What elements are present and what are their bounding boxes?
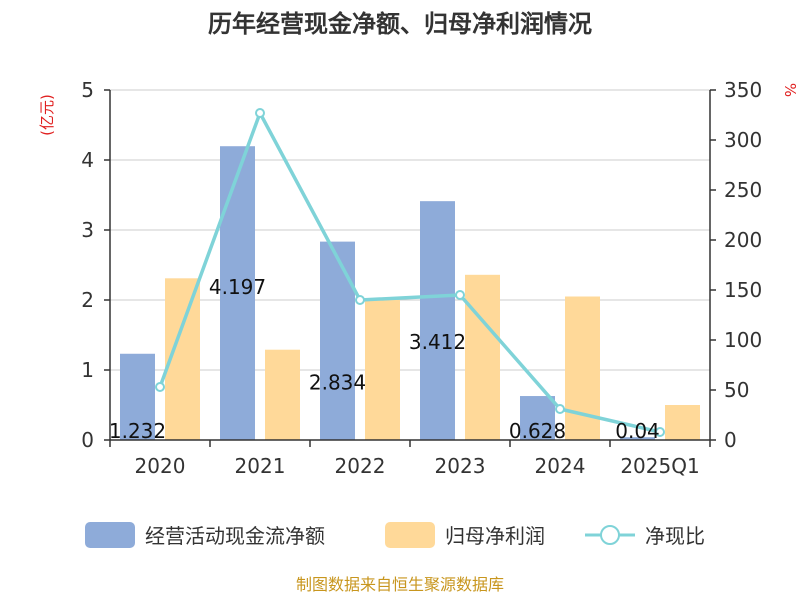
cash-flow-data-label: 0.628 [509, 419, 566, 443]
legend-item-cash-flow[interactable]: 经营活动现金流净额 [85, 522, 325, 548]
legend-swatch [385, 522, 435, 548]
left-tick-label: 5 [81, 78, 94, 102]
bars [120, 146, 700, 440]
right-tick-label: 250 [724, 178, 762, 202]
cash-flow-bar [320, 241, 355, 440]
right-tick-label: 200 [724, 228, 762, 252]
right-tick-label: 350 [724, 78, 762, 102]
right-tick-label: 150 [724, 278, 762, 302]
cash-flow-bar [620, 437, 655, 440]
legend-label: 净现比 [645, 524, 705, 548]
ratio-line [155, 108, 665, 437]
chart-title: 历年经营现金净额、归母净利润情况 [208, 10, 592, 38]
x-tick-label: 2024 [535, 454, 586, 478]
cash-flow-data-label: 1.232 [109, 419, 166, 443]
cash-flow-data-label: 2.834 [309, 371, 366, 395]
legend-item-net-profit[interactable]: 归母净利润 [385, 522, 545, 548]
legend-label: 经营活动现金流净额 [145, 524, 325, 548]
cash-flow-data-label: 3.412 [409, 330, 466, 354]
x-tick-label: 2020 [135, 454, 186, 478]
right-tick-label: 50 [724, 378, 749, 402]
net-profit-bar [665, 405, 700, 440]
x-tick-label: 2022 [335, 454, 386, 478]
cash-flow-bar [520, 396, 555, 440]
legend-swatch-marker [600, 525, 620, 545]
legend-item-ratio[interactable]: 净现比 [585, 524, 705, 548]
cash-flow-bar [220, 146, 255, 440]
net-profit-bar [465, 274, 500, 440]
data-labels: 1.232 4.197 2.834 3.412 0.628 0.04 [109, 275, 660, 443]
right-tick-label: 300 [724, 128, 762, 152]
net-profit-bar [265, 349, 300, 440]
left-tick-label: 1 [81, 358, 94, 382]
x-tick-label: 2021 [235, 454, 286, 478]
left-tick-label: 4 [81, 148, 94, 172]
right-axis-unit: % [781, 83, 799, 97]
right-tick-label: 0 [724, 428, 737, 452]
legend-label: 归母净利润 [445, 524, 545, 548]
ratio-point [255, 108, 265, 118]
ratio-point [155, 382, 165, 392]
x-tick-label: 2023 [435, 454, 486, 478]
cash-flow-data-label: 4.197 [209, 275, 266, 299]
legend: 经营活动现金流净额 归母净利润 净现比 [85, 522, 705, 548]
left-tick-label: 3 [81, 218, 94, 242]
ratio-point [455, 290, 465, 300]
ratio-point [555, 404, 565, 414]
right-tick-label: 100 [724, 328, 762, 352]
cash-flow-data-label: 0.04 [615, 419, 660, 443]
ratio-line-path [158, 111, 661, 434]
cash-flow-bar [120, 353, 155, 440]
left-axis-unit: (亿元) [38, 94, 56, 136]
left-tick-label: 2 [81, 288, 94, 312]
cash-flow-bar [420, 201, 455, 440]
net-profit-bar [365, 300, 400, 440]
legend-swatch [85, 522, 135, 548]
x-tick-label: 2025Q1 [620, 454, 699, 478]
source-note: 制图数据来自恒生聚源数据库 [296, 575, 504, 594]
ratio-point [355, 295, 365, 305]
left-tick-label: 0 [81, 428, 94, 452]
ratio-point [655, 427, 665, 437]
